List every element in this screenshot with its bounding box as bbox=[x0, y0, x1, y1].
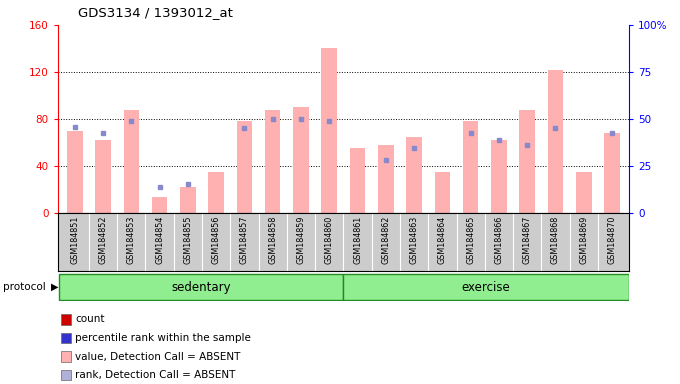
Bar bbox=[435, 172, 450, 213]
Text: GSM184855: GSM184855 bbox=[184, 216, 192, 265]
Text: GSM184864: GSM184864 bbox=[438, 216, 447, 264]
Bar bbox=[95, 140, 111, 213]
Text: GSM184857: GSM184857 bbox=[240, 216, 249, 265]
Bar bbox=[265, 110, 280, 213]
Text: GSM184853: GSM184853 bbox=[127, 216, 136, 264]
Text: GSM184852: GSM184852 bbox=[99, 216, 107, 265]
Bar bbox=[61, 333, 71, 343]
Text: GSM184851: GSM184851 bbox=[70, 216, 80, 264]
Bar bbox=[322, 48, 337, 213]
Bar bbox=[237, 121, 252, 213]
Bar bbox=[61, 314, 71, 325]
Text: GSM184868: GSM184868 bbox=[551, 216, 560, 264]
Bar bbox=[547, 70, 563, 213]
Text: exercise: exercise bbox=[462, 281, 511, 293]
Text: GSM184866: GSM184866 bbox=[494, 216, 503, 264]
Bar bbox=[407, 137, 422, 213]
Bar bbox=[152, 197, 167, 213]
FancyBboxPatch shape bbox=[59, 274, 343, 300]
Bar bbox=[208, 172, 224, 213]
Text: protocol: protocol bbox=[3, 282, 46, 292]
Bar bbox=[520, 110, 535, 213]
Bar bbox=[124, 110, 139, 213]
Text: GSM184862: GSM184862 bbox=[381, 216, 390, 264]
Bar bbox=[605, 133, 619, 213]
Text: GSM184863: GSM184863 bbox=[409, 216, 419, 264]
Bar bbox=[350, 149, 365, 213]
Bar bbox=[576, 172, 592, 213]
Bar bbox=[491, 140, 507, 213]
Text: sedentary: sedentary bbox=[171, 281, 231, 293]
Bar bbox=[61, 370, 71, 381]
Text: count: count bbox=[75, 314, 105, 324]
Text: GSM184859: GSM184859 bbox=[296, 216, 305, 265]
Text: GSM184854: GSM184854 bbox=[155, 216, 164, 264]
Text: GSM184870: GSM184870 bbox=[607, 216, 617, 264]
Bar bbox=[67, 131, 82, 213]
Text: GSM184865: GSM184865 bbox=[466, 216, 475, 264]
Text: GSM184856: GSM184856 bbox=[211, 216, 220, 264]
Bar bbox=[378, 145, 394, 213]
Text: GSM184860: GSM184860 bbox=[325, 216, 334, 264]
Text: ▶: ▶ bbox=[51, 282, 58, 292]
Text: GSM184867: GSM184867 bbox=[523, 216, 532, 264]
Text: value, Detection Call = ABSENT: value, Detection Call = ABSENT bbox=[75, 352, 241, 362]
FancyBboxPatch shape bbox=[343, 274, 629, 300]
Text: rank, Detection Call = ABSENT: rank, Detection Call = ABSENT bbox=[75, 370, 236, 380]
Bar bbox=[180, 187, 196, 213]
Text: percentile rank within the sample: percentile rank within the sample bbox=[75, 333, 252, 343]
Text: GSM184858: GSM184858 bbox=[268, 216, 277, 264]
Bar bbox=[463, 121, 479, 213]
Text: GSM184869: GSM184869 bbox=[579, 216, 588, 264]
Bar bbox=[61, 351, 71, 362]
Bar bbox=[293, 107, 309, 213]
Text: GSM184861: GSM184861 bbox=[353, 216, 362, 264]
Text: GDS3134 / 1393012_at: GDS3134 / 1393012_at bbox=[78, 6, 233, 19]
